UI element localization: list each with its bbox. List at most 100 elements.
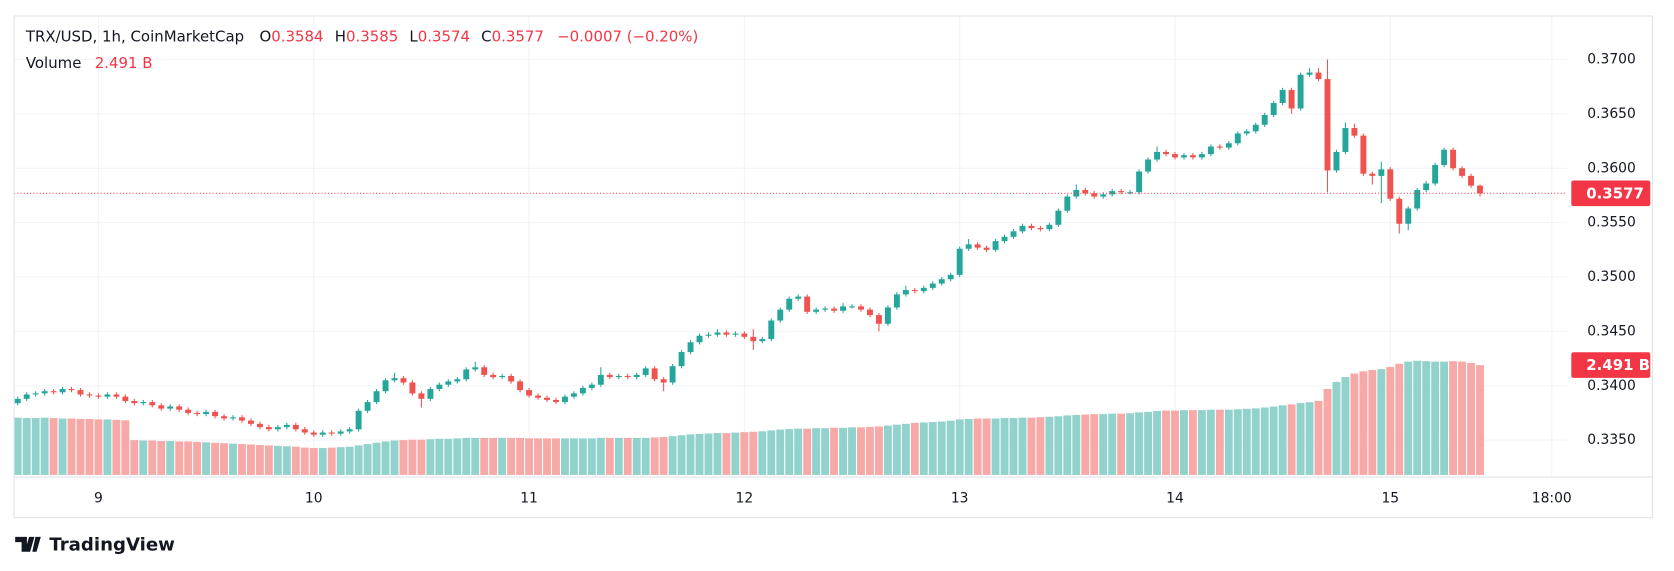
candle-body: [427, 389, 434, 399]
candle-body: [1225, 143, 1232, 148]
candle-body: [893, 294, 900, 308]
y-tick-label: 0.3700: [1587, 52, 1636, 68]
candle-body: [696, 335, 703, 343]
volume-bar: [892, 424, 901, 475]
candle-body: [992, 241, 999, 250]
volume-bar: [121, 420, 130, 475]
volume-bar: [650, 437, 659, 475]
candle-body: [597, 374, 604, 385]
candle-body: [1270, 103, 1277, 115]
volume-bar: [552, 438, 560, 475]
candle-body: [1441, 149, 1448, 165]
candle-body: [131, 400, 138, 404]
volume-bar: [309, 448, 318, 475]
candle-body: [956, 248, 963, 275]
candle-body: [221, 416, 228, 419]
candle-body: [409, 382, 416, 394]
volume-bar: [803, 428, 812, 475]
candle-body: [831, 308, 838, 311]
volume-bar: [157, 440, 166, 475]
volume-bar: [623, 437, 632, 475]
candle-body: [822, 308, 829, 310]
volume-bar: [1458, 361, 1467, 475]
x-tick-label: 11: [520, 490, 538, 506]
x-tick-label: 12: [736, 490, 754, 506]
volume-bar: [381, 441, 390, 475]
candle-body: [849, 306, 855, 308]
candle-body: [1064, 196, 1071, 211]
candle-body: [1198, 154, 1205, 158]
volume-bar: [1099, 414, 1108, 475]
candle-body: [1216, 146, 1223, 148]
volume-bar: [1045, 416, 1054, 475]
candle-body: [1055, 210, 1062, 225]
volume-bar: [22, 418, 31, 475]
volume-title: Volume: [26, 54, 82, 72]
candle-body: [50, 391, 57, 393]
candle-body: [158, 405, 165, 409]
volume-bar: [49, 418, 58, 475]
candle-body: [867, 309, 873, 316]
candle-body: [95, 395, 102, 397]
candle-body: [1423, 183, 1430, 191]
y-tick-label: 0.3600: [1587, 160, 1636, 176]
candle-body: [1306, 72, 1313, 75]
volume-bar: [695, 433, 704, 475]
volume-bar: [866, 426, 874, 475]
candle-body: [1459, 168, 1466, 176]
volume-bar: [812, 428, 821, 475]
volume-bar: [1171, 410, 1179, 475]
volume-bar: [919, 422, 928, 475]
candle-body: [1073, 190, 1080, 197]
candle-body: [1315, 72, 1322, 80]
candle-body: [1028, 225, 1035, 229]
candle-body: [256, 423, 263, 428]
x-tick-label: 15: [1381, 490, 1399, 506]
candle-body: [768, 320, 775, 340]
volume-bar: [363, 444, 372, 475]
candle-body: [77, 390, 84, 395]
volume-bar: [318, 448, 327, 475]
candle-body: [705, 334, 712, 336]
candle-body: [714, 332, 721, 335]
volume-bar: [569, 438, 578, 475]
candle-body: [1154, 151, 1161, 160]
candle-body: [508, 375, 515, 382]
volume-bar: [578, 438, 587, 475]
volume-bar: [444, 438, 453, 475]
volume-bar: [1215, 409, 1224, 475]
volume-bar: [1269, 406, 1278, 475]
candle-body: [230, 417, 236, 419]
candle-body: [14, 398, 21, 404]
grid: [14, 16, 1568, 475]
candle-body: [337, 431, 344, 434]
ohlc-letter: C: [481, 27, 491, 45]
volume-bar: [112, 419, 121, 475]
volume-bar: [883, 425, 892, 475]
volume-bar: [489, 437, 498, 475]
candle-body: [579, 387, 586, 394]
candle-body: [1010, 231, 1017, 237]
volume-bar: [327, 447, 336, 475]
volume-bar: [1242, 408, 1251, 475]
candle-body: [1369, 173, 1376, 176]
candle-body: [920, 287, 927, 292]
candle-body: [418, 393, 425, 399]
candle-body: [535, 395, 541, 398]
volume-bar: [1251, 408, 1260, 475]
candle-body: [669, 366, 676, 383]
volume-bar: [417, 439, 426, 475]
volume-bar: [1413, 360, 1422, 475]
ohlc-letter: O: [260, 27, 272, 45]
candle-body: [1172, 154, 1178, 158]
candle-body: [1261, 114, 1268, 125]
volume-bar: [94, 419, 103, 475]
candle-body: [786, 298, 793, 310]
volume-bar: [758, 431, 767, 475]
volume-bar: [686, 434, 695, 475]
volume-bar: [749, 431, 758, 475]
candle-body: [167, 406, 174, 409]
x-tick-label: 13: [951, 490, 969, 506]
volume-bar: [937, 421, 946, 475]
